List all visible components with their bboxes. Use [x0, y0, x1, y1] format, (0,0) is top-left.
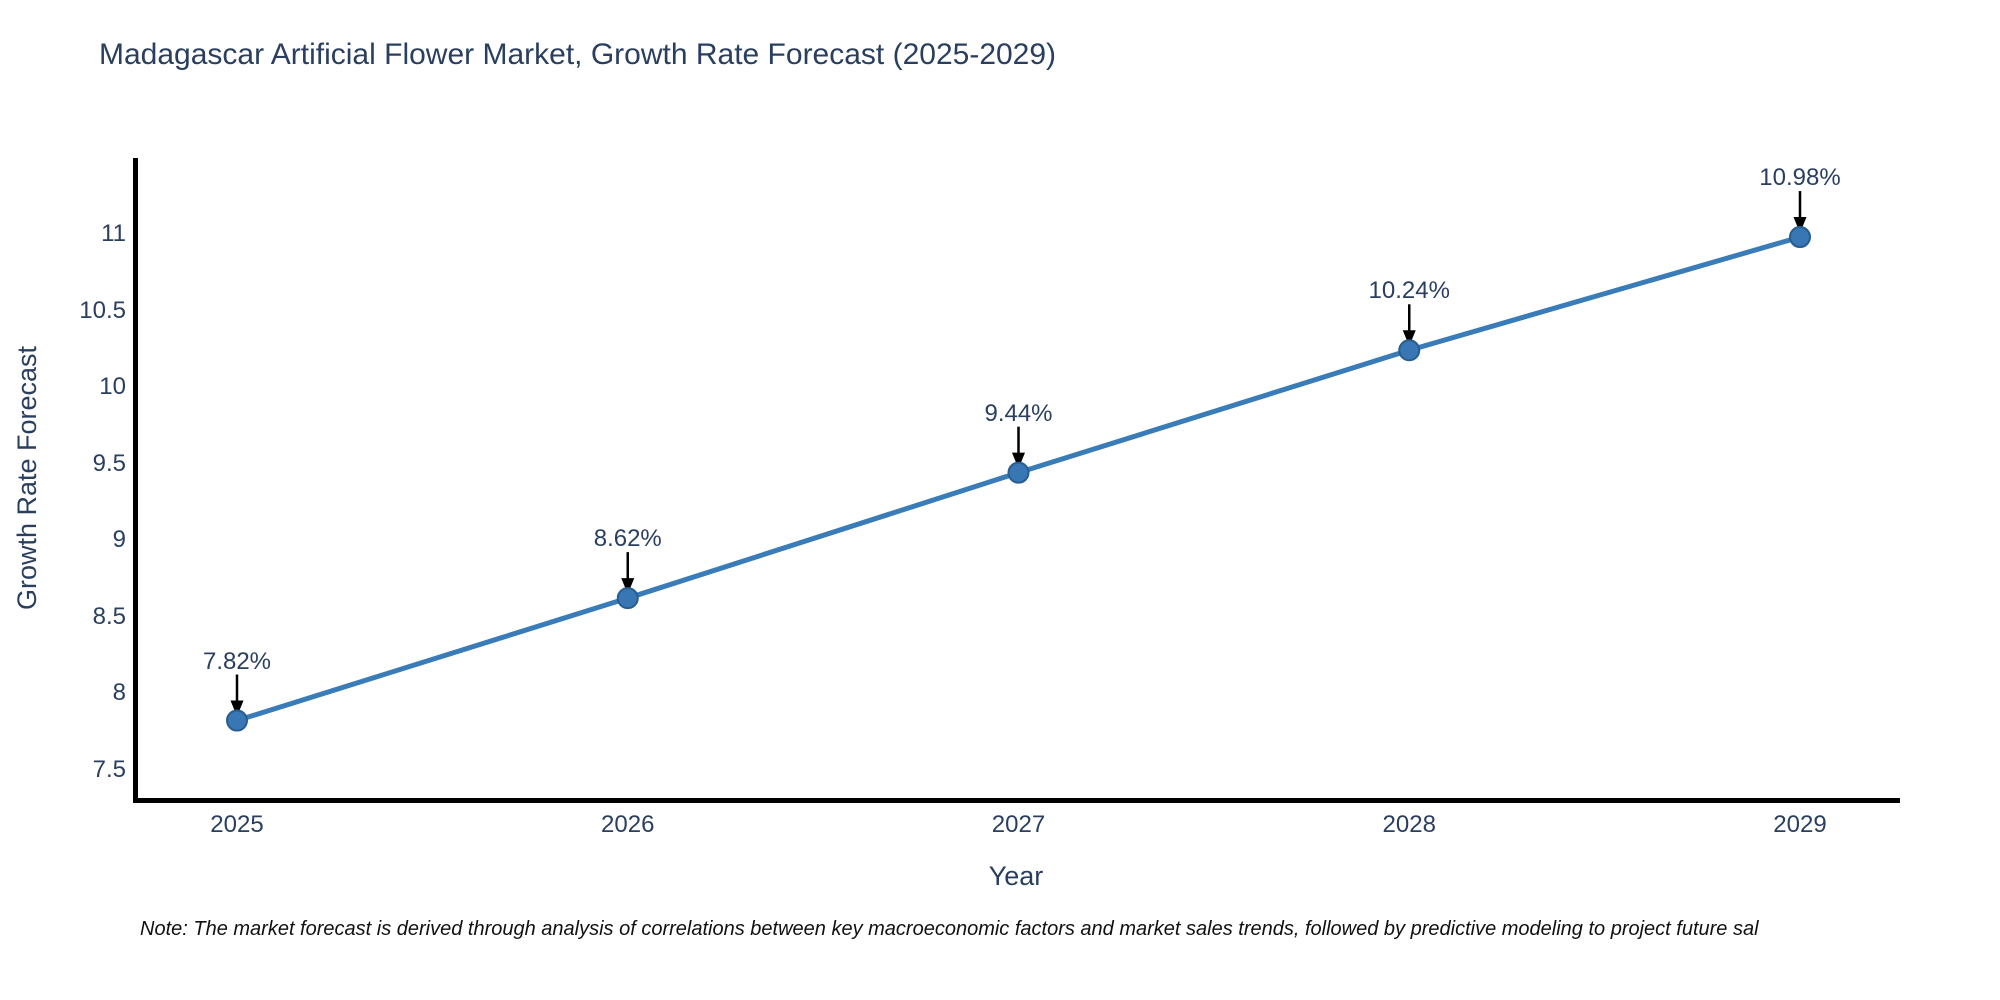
annotation-arrow-head [621, 578, 635, 595]
point-annotation-label: 10.24% [1368, 277, 1450, 305]
data-point-marker [1789, 226, 1811, 249]
y-tick-label: 7.5 [92, 755, 126, 783]
x-tick-label: 2028 [1382, 811, 1436, 838]
data-point-marker [226, 709, 248, 732]
y-tick-label: 8.5 [92, 602, 126, 630]
y-tick-label: 11 [101, 220, 126, 247]
y-axis-line [133, 158, 138, 803]
x-axis-line [133, 798, 1900, 803]
y-tick-label: 9.5 [92, 449, 126, 477]
data-point-marker [1398, 339, 1421, 362]
annotation-arrow-head [1012, 452, 1025, 469]
annotation-arrow-head [230, 700, 244, 717]
y-tick-label: 8 [112, 679, 126, 706]
x-tick-label: 2025 [210, 811, 264, 838]
chart-title: Madagascar Artificial Flower Market, Gro… [99, 38, 1057, 71]
footnote: Note: The market forecast is derived thr… [140, 918, 1759, 940]
point-annotation-label: 9.44% [984, 399, 1053, 427]
x-tick-label: 2029 [1773, 811, 1827, 838]
data-point-marker [616, 587, 639, 610]
x-tick-label: 2026 [601, 811, 655, 838]
x-axis-title: Year [988, 861, 1044, 891]
y-tick-label: 10 [99, 373, 126, 400]
y-tick-label: 10.5 [79, 296, 126, 324]
point-annotation-label: 7.82% [202, 647, 272, 675]
point-annotation-label: 8.62% [593, 525, 662, 553]
y-tick-label: 9 [112, 526, 126, 553]
point-annotation-label: 10.98% [1759, 164, 1841, 192]
x-tick-label: 2027 [991, 811, 1046, 838]
annotation-arrow-head [1793, 217, 1807, 234]
annotation-arrow-head [1402, 330, 1416, 347]
data-point-marker [1007, 461, 1030, 484]
